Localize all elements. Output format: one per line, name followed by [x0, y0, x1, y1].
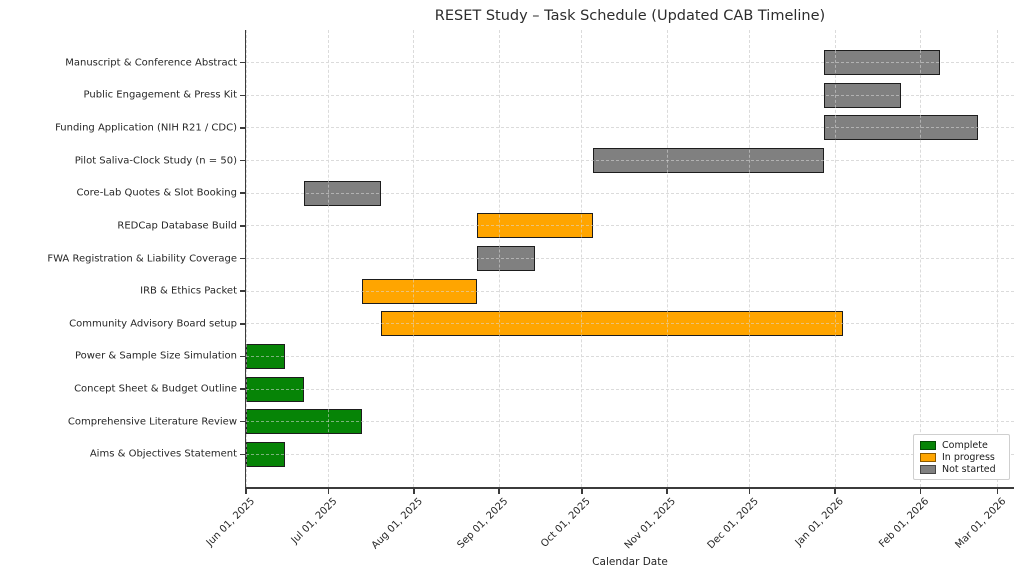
- x-tickmark: [666, 489, 668, 494]
- y-tickmark: [240, 94, 245, 97]
- x-tickmark: [245, 489, 247, 494]
- gridline-horizontal: [246, 160, 1014, 162]
- gridline-horizontal: [246, 192, 1014, 194]
- legend-swatch-complete: [920, 440, 936, 450]
- legend: Complete In progress Not started: [913, 434, 1010, 480]
- task-label: Aims & Objectives Statement: [89, 448, 237, 460]
- x-tick-label: Oct 01, 2025: [538, 496, 593, 550]
- task-label: Pilot Saliva-Clock Study (n = 50): [74, 155, 237, 167]
- x-tickmark: [919, 489, 922, 494]
- legend-item-in_progress: In progress: [920, 452, 1003, 463]
- y-tickmark: [240, 257, 245, 260]
- y-tickmark: [240, 323, 245, 325]
- x-tick-label: Jun 01, 2025: [204, 496, 257, 549]
- task-label: FWA Registration & Liability Coverage: [47, 253, 237, 264]
- task-label: REDCap Database Build: [117, 220, 237, 232]
- x-axis-label: Calendar Date: [592, 556, 668, 568]
- x-tick-label: Mar 01, 2026: [953, 496, 1009, 551]
- y-tickmark: [240, 388, 245, 390]
- x-tick-label: Jan 01, 2026: [793, 496, 846, 549]
- y-axis-spine: [244, 30, 246, 488]
- y-tickmark: [240, 290, 245, 292]
- task-label: Public Engagement & Press Kit: [83, 89, 237, 101]
- gridline-horizontal: [246, 388, 1014, 390]
- gridline-horizontal: [246, 323, 1014, 325]
- y-tickmark: [240, 61, 245, 64]
- legend-label-not_started: Not started: [942, 463, 996, 475]
- y-tickmark: [240, 127, 245, 129]
- y-tickmark: [240, 225, 245, 227]
- x-tickmark: [996, 489, 999, 494]
- x-tick-label: Feb 01, 2026: [877, 496, 932, 551]
- x-tick-label: Dec 01, 2025: [705, 496, 761, 552]
- task-label: Core-Lab Quotes & Slot Booking: [76, 187, 237, 199]
- x-tick-label: Jul 01, 2025: [289, 496, 340, 547]
- y-tickmark: [240, 159, 245, 162]
- x-tick-label: Nov 01, 2025: [622, 496, 678, 552]
- task-label: Power & Sample Size Simulation: [74, 350, 237, 362]
- y-tickmark: [240, 192, 245, 194]
- task-label: IRB & Ethics Packet: [140, 285, 237, 297]
- legend-item-complete: Complete: [920, 440, 1003, 451]
- legend-swatch-in_progress: [920, 452, 936, 462]
- task-label: Funding Application (NIH R21 / CDC): [55, 122, 237, 134]
- gridline-horizontal: [246, 453, 1014, 455]
- x-tickmark: [748, 489, 751, 494]
- gridline-horizontal: [246, 290, 1014, 292]
- gridline-horizontal: [246, 355, 1014, 357]
- task-label: Comprehensive Literature Review: [67, 416, 237, 428]
- x-tickmark: [498, 489, 500, 494]
- gridline-horizontal: [246, 127, 1014, 129]
- legend-label-in_progress: In progress: [942, 451, 995, 463]
- x-axis-spine: [244, 487, 1014, 489]
- x-tickmark: [581, 489, 583, 494]
- chart-title: RESET Study – Task Schedule (Updated CAB…: [434, 8, 826, 24]
- task-label: Community Advisory Board setup: [69, 318, 237, 330]
- y-tickmark: [240, 453, 245, 456]
- y-tickmark: [240, 355, 245, 358]
- x-tickmark: [327, 489, 330, 494]
- x-tick-label: Aug 01, 2025: [369, 496, 425, 552]
- legend-label-complete: Complete: [942, 439, 988, 451]
- y-tickmark: [240, 420, 245, 423]
- gridline-horizontal: [246, 258, 1014, 259]
- gridline-horizontal: [246, 421, 1014, 423]
- x-tickmark: [413, 489, 415, 494]
- gridline-horizontal: [246, 62, 1014, 64]
- task-label: Concept Sheet & Budget Outline: [74, 383, 237, 395]
- x-tick-label: Sep 01, 2025: [455, 496, 511, 551]
- legend-swatch-not_started: [920, 464, 936, 474]
- task-label: Manuscript & Conference Abstract: [65, 57, 237, 69]
- legend-item-not_started: Not started: [920, 464, 1003, 475]
- gridline-horizontal: [246, 225, 1014, 227]
- x-tickmark: [834, 489, 836, 494]
- gridline-horizontal: [246, 94, 1014, 96]
